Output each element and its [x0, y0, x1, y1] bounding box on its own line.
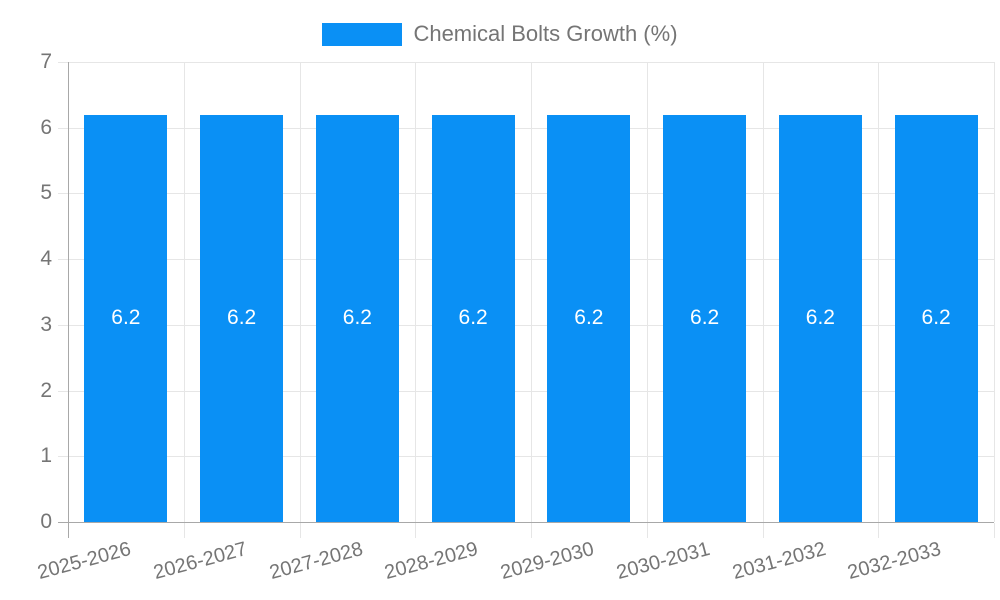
- bar[interactable]: 6.2: [200, 114, 284, 522]
- bar-value-label: 6.2: [342, 306, 372, 330]
- x-tick-mark: [415, 523, 417, 538]
- x-gridline: [994, 62, 995, 522]
- bar-value-label: 6.2: [458, 306, 488, 330]
- y-axis-tick-label: 0: [40, 510, 52, 533]
- y-tick-mark: [58, 456, 68, 458]
- x-tick-mark: [878, 523, 880, 538]
- bar[interactable]: 6.2: [431, 114, 515, 522]
- x-gridline: [183, 62, 185, 522]
- x-axis-line: [58, 522, 994, 523]
- bar-value-label: 6.2: [921, 306, 951, 330]
- y-axis-tick-label: 5: [40, 181, 52, 205]
- bar[interactable]: 6.2: [663, 114, 747, 522]
- x-tick-mark: [531, 523, 532, 538]
- y-tick-mark: [58, 259, 68, 261]
- x-axis-tick-label: 2026-2027: [151, 538, 250, 585]
- y-tick-mark: [58, 62, 68, 63]
- bar-value-label: 6.2: [111, 306, 141, 330]
- y-tick-mark: [58, 193, 68, 195]
- y-axis-tick-label: 6: [40, 115, 52, 139]
- x-tick-mark: [762, 523, 764, 538]
- x-axis-tick-label: 2027-2028: [266, 538, 366, 585]
- x-axis-tick-label: 2031-2032: [729, 538, 829, 585]
- x-gridline: [415, 62, 417, 522]
- bar[interactable]: 6.2: [84, 114, 168, 522]
- x-axis-tick-label: 2030-2031: [614, 538, 713, 585]
- y-axis-tick-label: 2: [40, 378, 52, 402]
- plot-area: 6.2 6.2 6.2 6.2 6.2 6.2 6.2 6.2: [68, 62, 995, 523]
- x-tick-mark: [646, 523, 648, 538]
- x-axis-tick-label: 2029-2030: [498, 538, 597, 585]
- legend-swatch: [322, 22, 403, 46]
- x-gridline: [531, 62, 532, 522]
- bar-value-label: 6.2: [227, 306, 257, 330]
- x-tick-mark: [183, 523, 185, 538]
- x-gridline: [299, 62, 301, 522]
- y-axis-tick-label: 3: [40, 312, 52, 336]
- bar-value-label: 6.2: [805, 306, 835, 330]
- x-tick-mark: [994, 523, 995, 538]
- legend-label: Chemical Bolts Growth (%): [413, 21, 678, 46]
- legend: Chemical Bolts Growth (%): [0, 21, 1000, 47]
- y-tick-mark: [58, 324, 68, 326]
- bar[interactable]: 6.2: [315, 114, 399, 522]
- bar[interactable]: 6.2: [778, 114, 862, 522]
- x-gridline: [762, 62, 764, 522]
- y-axis-line: [68, 62, 69, 538]
- bar[interactable]: 6.2: [894, 114, 978, 522]
- x-gridline: [878, 62, 880, 522]
- bar[interactable]: 6.2: [547, 114, 631, 522]
- x-gridline: [646, 62, 648, 522]
- x-axis-tick-label: 2032-2033: [845, 538, 944, 585]
- bar-value-label: 6.2: [574, 306, 604, 330]
- x-axis-tick-label: 2025-2026: [35, 538, 134, 585]
- y-tick-mark: [58, 390, 68, 392]
- y-axis-tick-label: 1: [40, 444, 52, 468]
- x-tick-mark: [299, 523, 301, 538]
- legend-item[interactable]: Chemical Bolts Growth (%): [322, 21, 678, 47]
- bar-value-label: 6.2: [690, 306, 720, 330]
- y-axis-tick-label: 7: [40, 50, 52, 73]
- x-axis-tick-label: 2028-2029: [382, 538, 481, 585]
- y-axis-tick-label: 4: [40, 247, 52, 271]
- y-tick-mark: [58, 127, 68, 129]
